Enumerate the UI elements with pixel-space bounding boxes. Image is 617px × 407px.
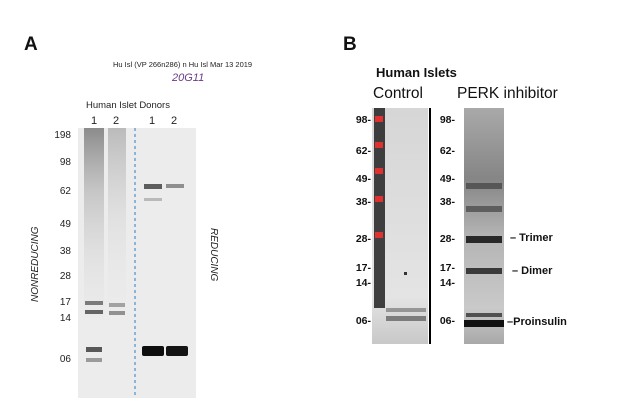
panel-b-left-marker: 98- <box>355 114 371 126</box>
panel-b-right-marker: 14- <box>439 277 455 289</box>
panel-b-control-blot <box>372 108 428 344</box>
panel-a-blot <box>78 128 196 398</box>
panel-a-lane-3: 1 <box>149 115 156 127</box>
panel-b-left-marker: 06- <box>355 315 371 327</box>
band <box>386 316 426 321</box>
label-proinsulin: –Proinsulin <box>507 316 567 328</box>
band <box>109 311 125 315</box>
panel-b-left-marker: 49- <box>355 173 371 185</box>
panel-b-right-marker: 49- <box>439 173 455 185</box>
band <box>386 308 426 312</box>
panel-b-perk-blot <box>464 108 504 344</box>
panel-b-left-marker: 14- <box>355 277 371 289</box>
panel-a-header: Hu Isl (VP 266n286) n Hu Isl Mar 13 2019 <box>113 60 253 69</box>
panel-a-marker-17: 17 <box>59 297 71 308</box>
band <box>86 347 102 352</box>
panel-a-marker-49: 49 <box>59 219 71 230</box>
lane-1-smear <box>84 128 104 318</box>
band <box>466 313 502 317</box>
band <box>166 184 184 188</box>
panel-a-marker-14: 14 <box>59 313 71 324</box>
perk-smear <box>464 108 504 344</box>
label-trimer: – Trimer <box>510 232 553 244</box>
band <box>144 184 162 189</box>
panel-b-title: Human Islets <box>376 65 457 80</box>
lane-2-smear <box>108 128 126 318</box>
ladder-band <box>375 196 383 202</box>
label-dimer: – Dimer <box>512 265 553 277</box>
panel-b-right-marker: 17- <box>439 262 455 274</box>
band <box>85 301 103 305</box>
ladder-band <box>375 142 383 148</box>
panel-a-marker-38: 38 <box>59 246 71 257</box>
band <box>144 198 162 201</box>
panel-a-marker-06: 06 <box>59 354 71 365</box>
panel-b-left-marker: 38- <box>355 196 371 208</box>
panel-a-lane-4: 2 <box>171 115 178 127</box>
ladder-band <box>375 116 383 122</box>
panel-b-right-marker: 98- <box>439 114 455 126</box>
panel-b-letter: B <box>343 34 357 55</box>
panel-b-right-marker: 38- <box>439 196 455 208</box>
panel-a-donors-label: Human Islet Donors <box>86 100 170 111</box>
panel-b-right-marker: 62- <box>439 145 455 157</box>
proinsulin-band <box>464 320 504 327</box>
ladder-band <box>375 232 383 238</box>
speck <box>404 272 407 275</box>
panel-a-right-label: REDUCING <box>208 228 219 282</box>
panel-a-letter: A <box>24 34 38 55</box>
panel-a-clone: 20G11 <box>172 72 205 84</box>
panel-b-right-marker: 28- <box>439 233 455 245</box>
panel-b-group-control: Control <box>373 85 423 102</box>
panel-b-divider <box>429 108 431 344</box>
band <box>109 303 125 307</box>
trimer-band <box>466 236 502 243</box>
panel-b-group-perk: PERK inhibitor <box>457 85 558 102</box>
band <box>85 310 103 314</box>
ladder-band <box>375 168 383 174</box>
panel-a-lane-2: 2 <box>113 115 120 127</box>
proinsulin-band-2 <box>166 346 188 356</box>
band <box>466 206 502 212</box>
panel-a-marker-28: 28 <box>59 271 71 282</box>
panel-b-left-marker: 17- <box>355 262 371 274</box>
dimer-band <box>466 268 502 274</box>
panel-b-left-marker: 62- <box>355 145 371 157</box>
panel-b-right-marker: 06- <box>439 315 455 327</box>
panel-a-marker-198: 198 <box>54 130 71 141</box>
ladder-lane <box>374 108 385 308</box>
panel-a-left-label: NONREDUCING <box>30 226 41 302</box>
band <box>86 358 102 362</box>
panel-b-left-marker: 28- <box>355 233 371 245</box>
panel-a-marker-98: 98 <box>59 157 71 168</box>
panel-a-lane-1: 1 <box>91 115 98 127</box>
panel-a-marker-62: 62 <box>59 186 71 197</box>
proinsulin-band-1 <box>142 346 164 356</box>
band <box>466 183 502 189</box>
